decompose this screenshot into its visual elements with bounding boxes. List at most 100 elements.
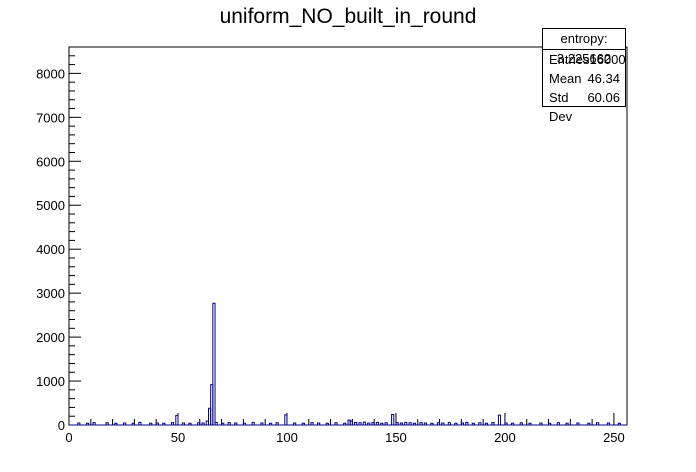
histogram-bin bbox=[114, 422, 118, 425]
histogram-bin bbox=[131, 422, 135, 425]
histogram-bin bbox=[504, 422, 508, 425]
stats-value: 60.06 bbox=[587, 90, 620, 105]
histogram-bin bbox=[454, 422, 458, 425]
histogram-bin bbox=[408, 422, 412, 425]
histogram-bin bbox=[251, 421, 255, 425]
histogram-bin bbox=[354, 421, 358, 425]
y-tick-label: 6000 bbox=[36, 154, 65, 169]
histogram-bin bbox=[334, 422, 338, 425]
histogram-bin bbox=[162, 422, 166, 425]
x-tick-label: 50 bbox=[171, 430, 185, 445]
histogram-bin bbox=[197, 422, 201, 425]
histogram-bin bbox=[260, 422, 264, 425]
histogram-bin bbox=[412, 422, 417, 425]
y-tick-label: 4000 bbox=[36, 242, 65, 257]
histogram-bin bbox=[212, 302, 216, 425]
histogram-bin bbox=[395, 422, 399, 425]
histogram-bin bbox=[587, 422, 591, 425]
histogram-bin bbox=[497, 414, 502, 425]
y-tick-label: 8000 bbox=[36, 66, 65, 81]
histogram-bin bbox=[441, 422, 445, 425]
stats-label: Mean bbox=[549, 71, 582, 86]
y-tick-label: 2000 bbox=[36, 330, 65, 345]
histogram-bin bbox=[595, 422, 600, 425]
histogram-bin bbox=[565, 422, 569, 425]
stats-box: entropy: 3.225662 Entries 16000 Mean 46.… bbox=[542, 28, 626, 124]
histogram-bin bbox=[175, 414, 179, 425]
stats-value: 46.34 bbox=[587, 71, 620, 86]
histogram-bin bbox=[510, 422, 515, 425]
y-tick-label: 3000 bbox=[36, 286, 65, 301]
histogram-bin bbox=[519, 422, 523, 425]
histogram-bin bbox=[539, 422, 543, 425]
histogram-bin bbox=[465, 421, 469, 425]
histogram-bin bbox=[528, 422, 532, 425]
histogram-bin bbox=[375, 421, 380, 425]
y-tick-label: 7000 bbox=[36, 110, 65, 125]
histogram-bin bbox=[269, 422, 273, 425]
histogram-bin bbox=[122, 422, 127, 425]
histogram-bin bbox=[404, 421, 408, 425]
histogram-bin bbox=[478, 422, 482, 425]
histogram-bin bbox=[275, 422, 279, 425]
histogram-bin bbox=[155, 422, 159, 425]
histogram-bin bbox=[460, 422, 465, 425]
histogram-bin bbox=[188, 422, 192, 425]
y-tick-label: 5000 bbox=[36, 198, 65, 213]
histogram-bin bbox=[77, 422, 81, 425]
histogram-bin bbox=[423, 422, 427, 425]
stats-label: Std Dev bbox=[549, 90, 573, 124]
histogram-bin bbox=[325, 422, 329, 425]
histogram-bin bbox=[227, 422, 231, 425]
histogram-bin bbox=[384, 422, 388, 425]
histogram-bin bbox=[576, 422, 580, 425]
histogram-bin bbox=[316, 422, 321, 425]
histogram-bin bbox=[362, 421, 366, 425]
histogram-bin bbox=[484, 422, 488, 425]
histogram-bin bbox=[491, 422, 495, 425]
histogram-bin bbox=[391, 413, 395, 425]
histogram-bin bbox=[419, 422, 423, 425]
histogram-bin bbox=[85, 422, 90, 425]
histogram-bin bbox=[436, 422, 441, 425]
histogram-bin bbox=[349, 420, 353, 425]
y-tick-label: 1000 bbox=[36, 374, 65, 389]
stats-row-mean: Mean 46.34 bbox=[543, 69, 625, 88]
histogram-bin bbox=[221, 422, 225, 425]
x-tick-label: 200 bbox=[494, 430, 516, 445]
histogram-bin bbox=[214, 421, 218, 425]
stats-row-entries: Entries 16000 bbox=[543, 50, 626, 69]
histogram-bin bbox=[556, 422, 560, 425]
histogram-bin bbox=[310, 422, 314, 425]
histogram-bin bbox=[399, 422, 403, 425]
y-tick-label: 0 bbox=[58, 418, 65, 433]
histogram-bin bbox=[606, 422, 611, 425]
histogram-bin bbox=[234, 422, 238, 425]
histogram-bin bbox=[343, 422, 347, 425]
histogram-bin bbox=[617, 422, 621, 425]
histogram-bin bbox=[284, 414, 288, 425]
stats-value: 16000 bbox=[589, 52, 626, 67]
histogram-bin bbox=[447, 422, 451, 425]
histogram-bin bbox=[548, 422, 552, 425]
histogram-bin bbox=[430, 422, 434, 425]
stats-row-stddev: Std Dev 60.06 bbox=[543, 88, 625, 124]
histogram-bin bbox=[92, 422, 96, 425]
histogram-bin bbox=[301, 422, 305, 425]
histogram-bin bbox=[170, 422, 175, 425]
histogram-bin bbox=[380, 422, 384, 425]
histogram-bin bbox=[181, 422, 186, 425]
x-tick-label: 100 bbox=[276, 430, 298, 445]
chart-title: uniform_NO_built_in_round bbox=[219, 5, 477, 28]
histogram-bin bbox=[138, 421, 142, 425]
x-tick-label: 150 bbox=[385, 430, 407, 445]
histogram-bin bbox=[367, 422, 371, 425]
histogram-bin bbox=[242, 422, 247, 425]
stats-label: Entries bbox=[549, 52, 590, 67]
x-tick-label: 0 bbox=[65, 430, 72, 445]
histogram-bin bbox=[105, 422, 109, 425]
stats-header: entropy: 3.225662 bbox=[543, 29, 625, 66]
histogram-bin bbox=[358, 422, 362, 425]
histogram-bin bbox=[201, 422, 205, 425]
